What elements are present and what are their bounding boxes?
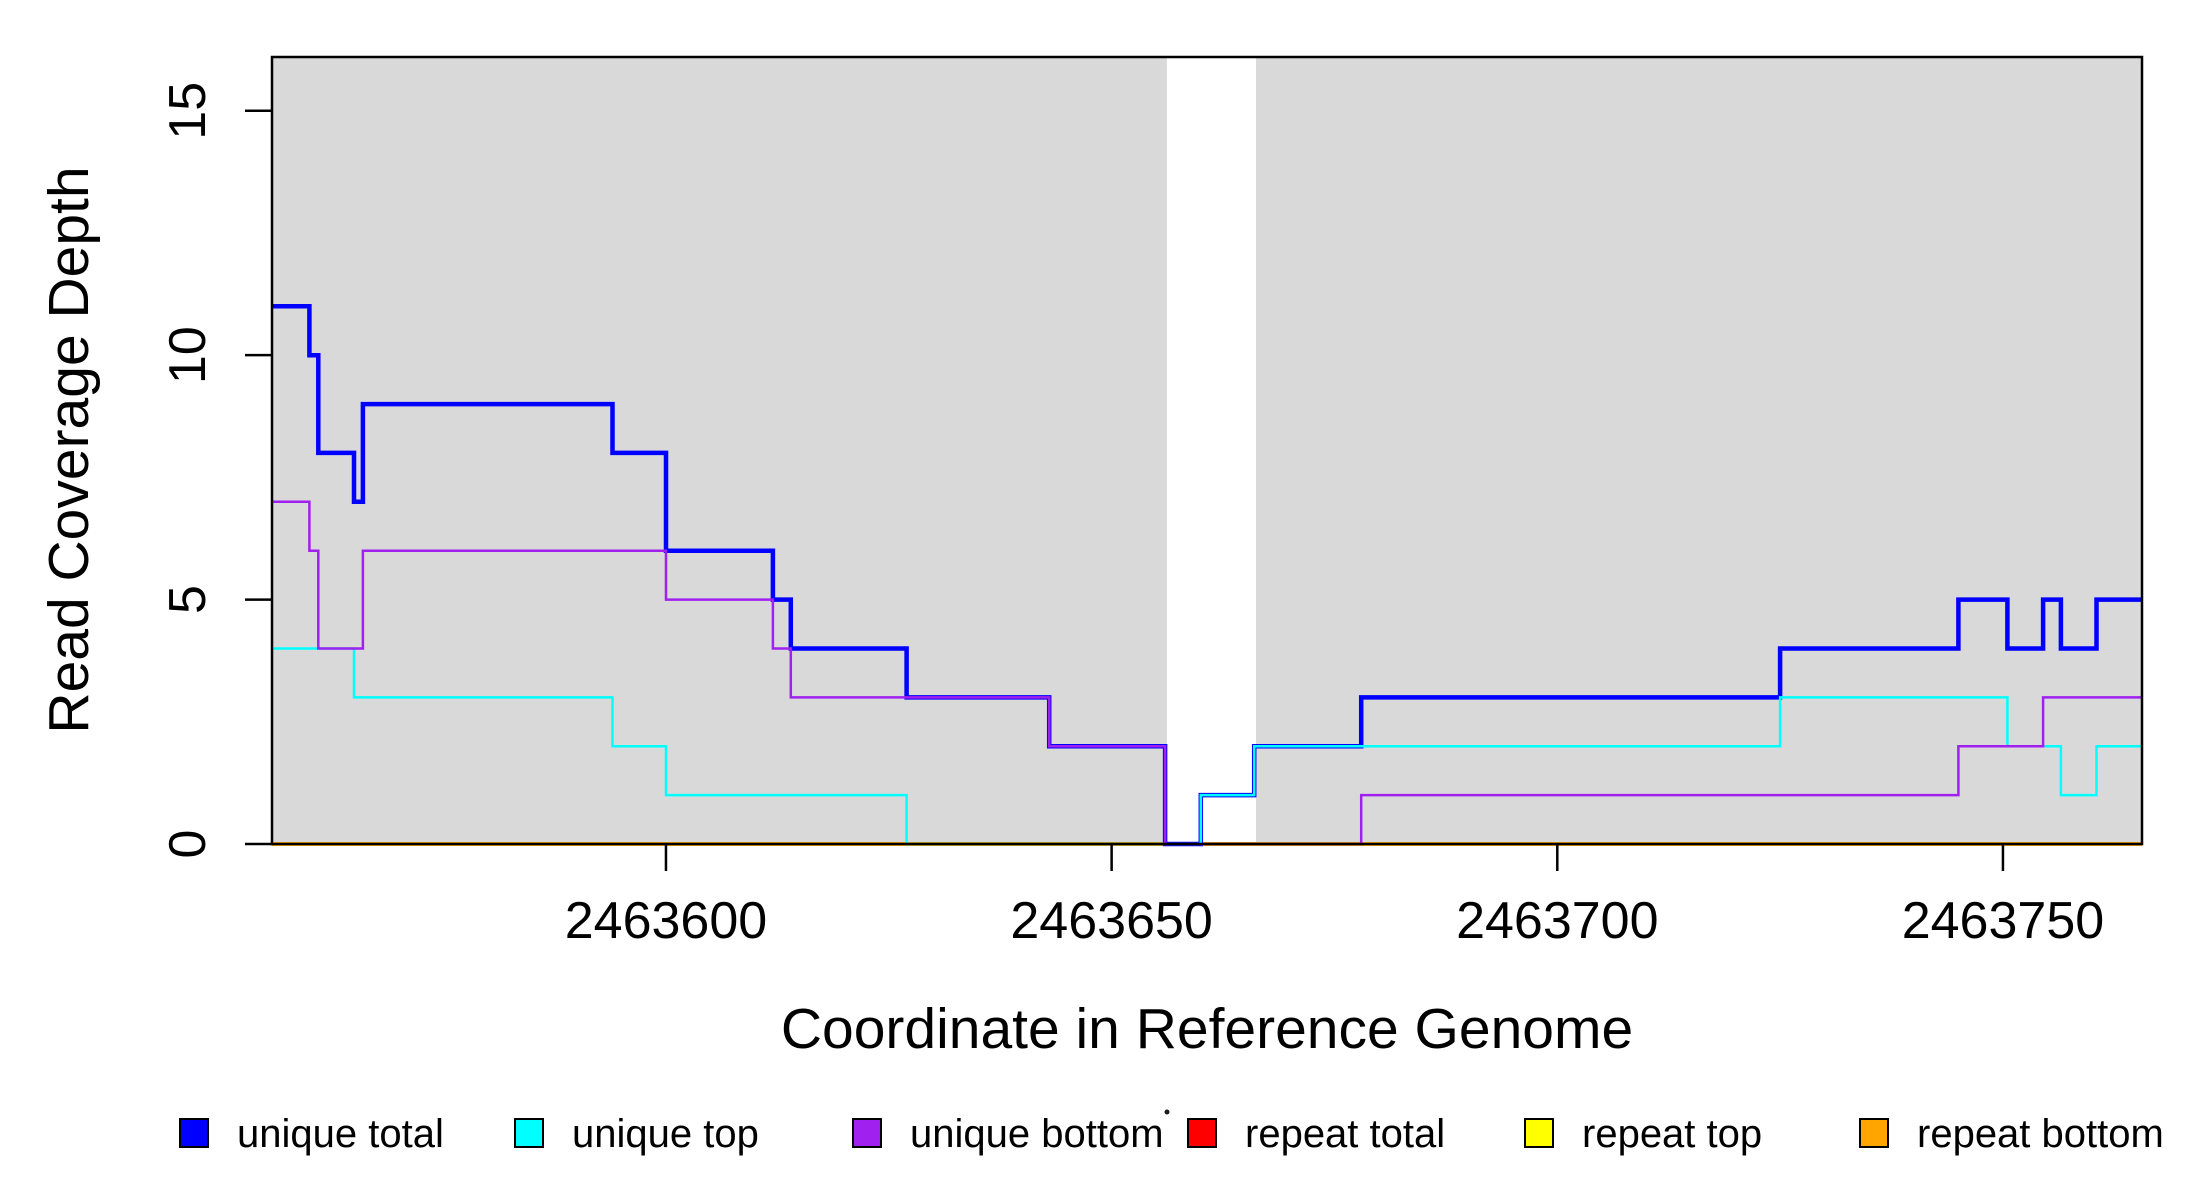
legend-item-repeat-bottom: repeat bottom	[1859, 1112, 2164, 1156]
legend-item-repeat-total: repeat total	[1187, 1112, 1445, 1156]
y-axis-title: Read Coverage Depth	[37, 166, 101, 733]
shaded-regions-layer	[272, 57, 2142, 844]
y-tick-label: 5	[159, 585, 217, 614]
legend-swatch	[1859, 1118, 1889, 1148]
shaded-region	[272, 57, 1167, 844]
series-line-unique-top	[272, 647, 2142, 846]
legend-swatch	[179, 1118, 209, 1148]
legend: unique total unique top unique bottom repea…	[179, 1112, 2164, 1156]
legend-item-label: repeat bottom	[1917, 1112, 2164, 1156]
x-tick-label: 2463700	[1456, 892, 1658, 950]
plot-border-box	[270, 55, 2144, 846]
legend-item-repeat-top: repeat top	[1524, 1112, 1762, 1156]
legend-item-label: unique bottom	[910, 1112, 1164, 1156]
legend-item-label: repeat total	[1245, 1112, 1445, 1156]
legend-item-label: unique top	[572, 1112, 759, 1156]
series-line-unique-bottom	[272, 500, 2142, 846]
shaded-region	[1256, 57, 2142, 844]
y-axis-layer: 0 5 10 15	[159, 82, 272, 859]
x-tick-label: 2463750	[1902, 892, 2104, 950]
legend-swatch	[1187, 1118, 1217, 1148]
y-tick-label: 0	[159, 830, 217, 859]
legend-stray-dot	[1164, 1109, 1170, 1115]
legend-item-unique-total: unique total	[179, 1112, 444, 1156]
x-axis-layer: 2463600 2463650 2463700 2463750	[565, 844, 2104, 950]
legend-swatch	[514, 1118, 544, 1148]
y-tick-label: 10	[159, 326, 217, 384]
x-tick-label: 2463650	[1010, 892, 1212, 950]
legend-item-label: unique total	[237, 1112, 444, 1156]
x-tick-label: 2463600	[565, 892, 767, 950]
legend-swatch	[852, 1118, 882, 1148]
legend-swatch	[1524, 1118, 1554, 1148]
legend-item-unique-bottom: unique bottom	[852, 1112, 1164, 1156]
y-tick-label: 15	[159, 82, 217, 140]
legend-item-label: repeat top	[1582, 1112, 1762, 1156]
legend-item-unique-top: unique top	[514, 1112, 759, 1156]
x-axis-title: Coordinate in Reference Genome	[781, 997, 1633, 1061]
